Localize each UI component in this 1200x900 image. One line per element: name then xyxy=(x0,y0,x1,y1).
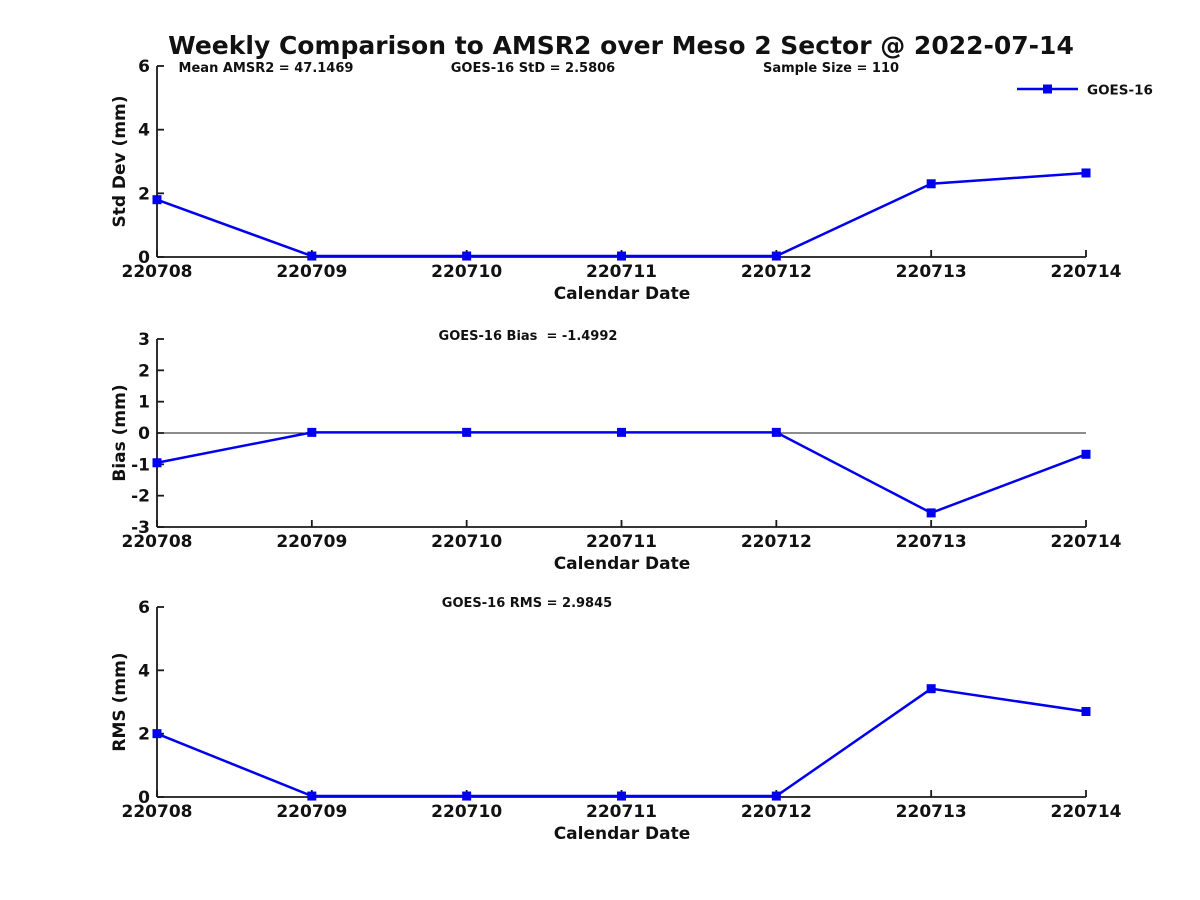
legend-marker-icon xyxy=(1043,84,1052,94)
data-point-marker xyxy=(617,427,626,437)
y-tick-label: 4 xyxy=(138,121,150,141)
legend: GOES-16 xyxy=(1017,83,1153,99)
y-tick-label: -3 xyxy=(131,518,150,538)
y-axis-title: RMS (mm) xyxy=(110,652,130,751)
y-tick-label: 1 xyxy=(138,393,150,413)
x-tick-label: 220708 xyxy=(122,532,193,552)
x-tick-label: 220712 xyxy=(741,532,812,552)
data-point-marker xyxy=(926,179,936,189)
series-line xyxy=(156,431,1087,515)
data-point-marker xyxy=(1081,168,1091,178)
data-point-marker xyxy=(462,791,472,801)
stat-goes16-rms: GOES-16 RMS = 2.9845 xyxy=(441,596,613,611)
data-point-marker xyxy=(152,195,162,205)
legend-label: GOES-16 xyxy=(1087,83,1153,99)
x-tick-label: 220710 xyxy=(431,262,502,282)
x-axis-title: Calendar Date xyxy=(554,824,691,844)
stat-sample-size: Sample Size = 110 xyxy=(762,61,900,76)
bias-panel: -3 -2 -1 0 1 2 3 220708 220709 220710 220711 220712… xyxy=(110,330,1122,574)
stat-mean-amsr2: Mean AMSR2 = 47.1469 xyxy=(178,61,354,76)
data-point-marker xyxy=(307,791,317,801)
data-point-marker xyxy=(307,427,317,437)
std-dev-panel: 0 2 4 6 220708 220709 220710 220711 220712 220713… xyxy=(110,57,1122,304)
x-tick-label: 220711 xyxy=(586,802,657,822)
x-tick-label: 220713 xyxy=(896,532,967,552)
data-point-marker xyxy=(1081,707,1091,716)
x-tick-label: 220712 xyxy=(741,802,812,822)
x-tick-label: 220714 xyxy=(1051,802,1122,822)
x-tick-label: 220710 xyxy=(431,802,502,822)
data-point-marker xyxy=(617,791,626,801)
data-point-marker xyxy=(152,729,162,739)
data-point-marker xyxy=(771,427,781,437)
x-tick-label: 220711 xyxy=(586,532,657,552)
y-tick-label: -1 xyxy=(131,455,150,475)
y-tick-label: 0 xyxy=(138,788,150,808)
y-tick-label: 2 xyxy=(138,725,150,745)
data-point-marker xyxy=(152,458,162,468)
data-point-marker xyxy=(1081,449,1091,459)
y-tick-label: 0 xyxy=(138,248,150,268)
y-tick-label: 3 xyxy=(138,330,150,350)
x-tick-label: 220710 xyxy=(431,532,502,552)
data-point-marker xyxy=(462,251,472,261)
x-tick-label: 220709 xyxy=(276,802,347,822)
data-point-marker xyxy=(771,791,781,801)
x-tick-label: 220713 xyxy=(896,262,967,282)
x-tick-label: 220713 xyxy=(896,802,967,822)
y-tick-label: -2 xyxy=(131,487,150,507)
data-point-marker xyxy=(926,684,936,694)
y-tick-label: 6 xyxy=(138,598,150,618)
x-axis-title: Calendar Date xyxy=(554,554,691,574)
stat-goes16-std: GOES-16 StD = 2.5806 xyxy=(450,61,616,76)
y-tick-label: 2 xyxy=(138,184,150,204)
y-tick-label: 0 xyxy=(138,424,150,444)
y-axis-title: Bias (mm) xyxy=(110,384,130,481)
rms-panel: 0 2 4 6 220708 220709 220710 220711 220712 220713… xyxy=(110,598,1122,844)
x-tick-label: 220714 xyxy=(1051,262,1122,282)
x-tick-label: 220714 xyxy=(1051,532,1122,552)
x-tick-label: 220709 xyxy=(276,262,347,282)
data-point-marker xyxy=(307,251,317,261)
x-tick-label: 220708 xyxy=(122,802,193,822)
x-tick-label: 220711 xyxy=(586,262,657,282)
page-title: Weekly Comparison to AMSR2 over Meso 2 S… xyxy=(168,31,1074,60)
x-tick-label: 220709 xyxy=(276,532,347,552)
data-point-marker xyxy=(771,251,781,261)
x-tick-label: 220712 xyxy=(741,262,812,282)
series-line xyxy=(156,171,1087,258)
stat-goes16-bias: GOES-16 Bias = -1.4992 xyxy=(438,329,618,344)
y-tick-label: 2 xyxy=(138,361,150,381)
x-axis-title: Calendar Date xyxy=(554,284,691,304)
y-axis-title: Std Dev (mm) xyxy=(110,95,130,227)
y-tick-label: 4 xyxy=(138,661,150,681)
series-line xyxy=(156,687,1087,798)
data-point-marker xyxy=(926,508,936,518)
data-point-marker xyxy=(462,427,472,437)
y-tick-label: 6 xyxy=(138,57,150,77)
x-tick-label: 220708 xyxy=(122,262,193,282)
data-point-marker xyxy=(617,251,626,261)
